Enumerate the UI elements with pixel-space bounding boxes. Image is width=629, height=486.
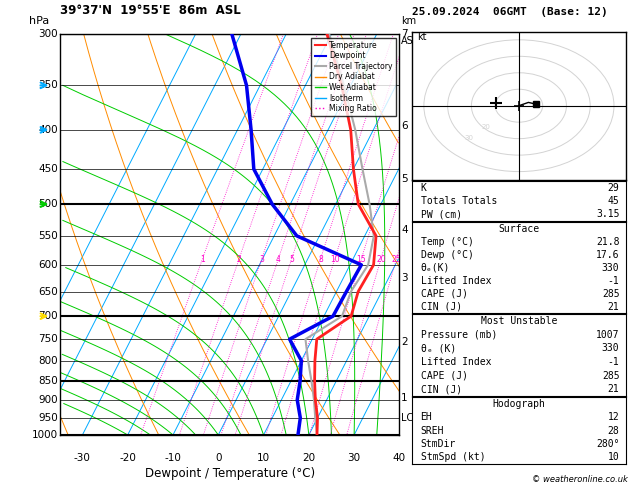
Text: 21.8: 21.8 [596,237,620,247]
Text: 3: 3 [259,255,264,264]
Text: 350: 350 [38,80,58,90]
Text: 950: 950 [38,413,58,423]
Text: 600: 600 [38,260,58,270]
Text: 3.15: 3.15 [596,209,620,220]
Text: 500: 500 [38,199,58,209]
Text: 10: 10 [257,453,270,463]
Text: CIN (J): CIN (J) [421,302,462,312]
Text: 1000: 1000 [32,430,58,440]
Text: 25.09.2024  06GMT  (Base: 12): 25.09.2024 06GMT (Base: 12) [412,7,608,17]
Text: θₑ (K): θₑ (K) [421,344,456,353]
Text: θₑ(K): θₑ(K) [421,263,450,273]
Text: hPa: hPa [30,16,50,26]
Text: -30: -30 [74,453,91,463]
Text: 21: 21 [608,302,620,312]
Text: 800: 800 [38,356,58,365]
Text: 1007: 1007 [596,330,620,340]
Text: SREH: SREH [421,426,444,435]
Legend: Temperature, Dewpoint, Parcel Trajectory, Dry Adiabat, Wet Adiabat, Isotherm, Mi: Temperature, Dewpoint, Parcel Trajectory… [311,38,396,116]
Text: LCL: LCL [401,413,419,423]
Text: 7: 7 [401,29,408,39]
Text: 20: 20 [376,255,386,264]
Text: 400: 400 [38,125,58,135]
Text: 30: 30 [465,135,474,141]
Text: PW (cm): PW (cm) [421,209,462,220]
Text: StmSpd (kt): StmSpd (kt) [421,452,485,462]
Text: 0: 0 [215,453,221,463]
Text: 850: 850 [38,376,58,386]
Text: CIN (J): CIN (J) [421,384,462,394]
Text: Lifted Index: Lifted Index [421,357,491,367]
Text: © weatheronline.co.uk: © weatheronline.co.uk [532,474,628,484]
Text: 21: 21 [608,384,620,394]
Text: 8: 8 [318,255,323,264]
Text: 300: 300 [38,29,58,39]
Text: 28: 28 [608,426,620,435]
Text: 39°37'N  19°55'E  86m  ASL: 39°37'N 19°55'E 86m ASL [60,4,240,17]
Text: Pressure (mb): Pressure (mb) [421,330,497,340]
Text: K: K [421,183,426,193]
Text: 285: 285 [602,371,620,381]
Text: 330: 330 [602,263,620,273]
Text: 750: 750 [38,334,58,344]
Text: 30: 30 [348,453,360,463]
Text: 10: 10 [330,255,340,264]
Text: EH: EH [421,412,432,422]
Text: 650: 650 [38,287,58,296]
Text: 550: 550 [38,231,58,241]
Text: 5: 5 [401,174,408,184]
Text: Dewp (°C): Dewp (°C) [421,250,474,260]
Text: 12: 12 [608,412,620,422]
Text: Surface: Surface [498,224,540,234]
Text: CAPE (J): CAPE (J) [421,289,467,299]
Text: Most Unstable: Most Unstable [481,316,557,326]
Text: Hodograph: Hodograph [493,399,545,409]
Text: -10: -10 [165,453,181,463]
Text: Lifted Index: Lifted Index [421,276,491,286]
Text: 17.6: 17.6 [596,250,620,260]
Text: 40: 40 [393,453,406,463]
Text: -20: -20 [120,453,136,463]
Text: 4: 4 [276,255,281,264]
Text: 6: 6 [401,122,408,132]
Text: 20: 20 [303,453,315,463]
Text: Dewpoint / Temperature (°C): Dewpoint / Temperature (°C) [145,467,314,480]
Text: 285: 285 [602,289,620,299]
Text: -1: -1 [608,357,620,367]
Text: 1: 1 [401,393,408,403]
Text: 450: 450 [38,164,58,174]
Text: StmDir: StmDir [421,439,456,449]
Text: 2: 2 [401,337,408,347]
Text: -1: -1 [608,276,620,286]
Text: km: km [401,16,416,26]
Text: 3: 3 [401,274,408,283]
Text: 10: 10 [608,452,620,462]
Text: 330: 330 [602,344,620,353]
Text: 29: 29 [608,183,620,193]
Text: ASL: ASL [401,36,420,46]
Text: 900: 900 [38,395,58,405]
Text: 700: 700 [38,311,58,321]
Text: 280°: 280° [596,439,620,449]
Text: 1: 1 [200,255,204,264]
Text: 4: 4 [401,225,408,235]
Text: Temp (°C): Temp (°C) [421,237,474,247]
Text: Mixing Ratio (g/kg): Mixing Ratio (g/kg) [416,189,426,280]
Text: 25: 25 [391,255,401,264]
Text: 5: 5 [289,255,294,264]
Text: 20: 20 [481,124,490,130]
Text: kt: kt [417,32,426,42]
Text: 45: 45 [608,196,620,206]
Text: 2: 2 [237,255,242,264]
Text: 15: 15 [357,255,366,264]
Text: Totals Totals: Totals Totals [421,196,497,206]
Text: CAPE (J): CAPE (J) [421,371,467,381]
